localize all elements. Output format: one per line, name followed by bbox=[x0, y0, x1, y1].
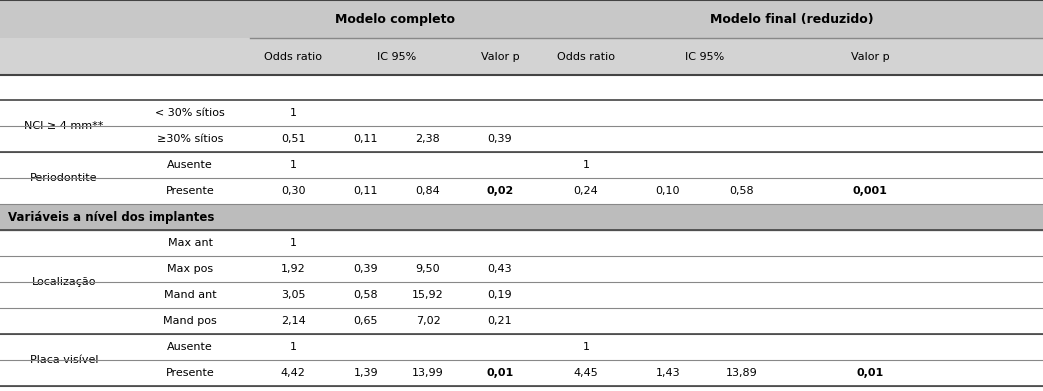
Text: 1: 1 bbox=[290, 108, 296, 118]
Text: 4,42: 4,42 bbox=[281, 368, 306, 378]
Text: 0,10: 0,10 bbox=[656, 186, 680, 196]
Bar bbox=[0, 230, 1043, 256]
Bar bbox=[0, 0, 250, 38]
Text: Presente: Presente bbox=[166, 368, 215, 378]
Text: Modelo final (reduzido): Modelo final (reduzido) bbox=[709, 13, 873, 25]
Text: < 30% sítios: < 30% sítios bbox=[155, 108, 225, 118]
Text: Ausente: Ausente bbox=[167, 160, 213, 170]
Text: 0,58: 0,58 bbox=[354, 290, 379, 300]
Bar bbox=[0, 282, 1043, 308]
Text: Odds ratio: Odds ratio bbox=[264, 52, 322, 61]
Bar bbox=[0, 75, 1043, 100]
Text: Odds ratio: Odds ratio bbox=[557, 52, 615, 61]
Text: 0,11: 0,11 bbox=[354, 186, 379, 196]
Bar bbox=[0, 308, 1043, 334]
Text: 4,45: 4,45 bbox=[574, 368, 599, 378]
Text: 7,02: 7,02 bbox=[415, 316, 440, 326]
Bar bbox=[0, 386, 1043, 391]
Bar bbox=[0, 126, 1043, 152]
Text: 9,50: 9,50 bbox=[416, 264, 440, 274]
Text: 0,58: 0,58 bbox=[730, 186, 754, 196]
Text: Variáveis a nível dos implantes: Variáveis a nível dos implantes bbox=[8, 210, 215, 224]
Text: 1: 1 bbox=[290, 342, 296, 352]
Text: 15,92: 15,92 bbox=[412, 290, 444, 300]
Bar bbox=[0, 178, 1043, 204]
Text: Presente: Presente bbox=[166, 186, 215, 196]
Text: 13,89: 13,89 bbox=[726, 368, 758, 378]
Text: 0,24: 0,24 bbox=[574, 186, 599, 196]
Text: 1: 1 bbox=[290, 238, 296, 248]
Text: Valor p: Valor p bbox=[481, 52, 519, 61]
Text: 0,51: 0,51 bbox=[281, 134, 306, 144]
Text: 0,39: 0,39 bbox=[488, 134, 512, 144]
Bar bbox=[0, 204, 1043, 230]
Text: 0,11: 0,11 bbox=[354, 134, 379, 144]
Text: IC 95%: IC 95% bbox=[685, 52, 725, 61]
Text: ≥30% sítios: ≥30% sítios bbox=[156, 134, 223, 144]
Bar bbox=[0, 256, 1043, 282]
Text: Ausente: Ausente bbox=[167, 342, 213, 352]
Text: 0,43: 0,43 bbox=[488, 264, 512, 274]
Text: 0,39: 0,39 bbox=[354, 264, 379, 274]
Text: Periodontite: Periodontite bbox=[30, 173, 98, 183]
Bar bbox=[540, 0, 1043, 38]
Text: 2,38: 2,38 bbox=[415, 134, 440, 144]
Text: 0,01: 0,01 bbox=[486, 368, 513, 378]
Text: 3,05: 3,05 bbox=[281, 290, 306, 300]
Text: 1,92: 1,92 bbox=[281, 264, 306, 274]
Text: Modelo completo: Modelo completo bbox=[335, 13, 455, 25]
Text: 0,001: 0,001 bbox=[852, 186, 888, 196]
Text: 1: 1 bbox=[582, 160, 589, 170]
Text: 2,14: 2,14 bbox=[281, 316, 306, 326]
Bar bbox=[0, 334, 1043, 360]
Bar bbox=[250, 0, 540, 38]
Text: 1,43: 1,43 bbox=[656, 368, 680, 378]
Text: Max pos: Max pos bbox=[167, 264, 213, 274]
Text: Mand pos: Mand pos bbox=[163, 316, 217, 326]
Text: NCI ≥ 4 mm**: NCI ≥ 4 mm** bbox=[24, 121, 103, 131]
Text: 13,99: 13,99 bbox=[412, 368, 444, 378]
Text: 1: 1 bbox=[582, 342, 589, 352]
Text: 0,21: 0,21 bbox=[488, 316, 512, 326]
Text: 1,39: 1,39 bbox=[354, 368, 379, 378]
Text: 1: 1 bbox=[290, 160, 296, 170]
Text: 0,02: 0,02 bbox=[486, 186, 513, 196]
Text: 0,65: 0,65 bbox=[354, 316, 379, 326]
Text: 0,30: 0,30 bbox=[281, 186, 306, 196]
Text: 0,19: 0,19 bbox=[488, 290, 512, 300]
Text: Max ant: Max ant bbox=[168, 238, 213, 248]
Text: Mand ant: Mand ant bbox=[164, 290, 216, 300]
Text: 0,84: 0,84 bbox=[415, 186, 440, 196]
Bar bbox=[0, 152, 1043, 178]
Text: Placa visível: Placa visível bbox=[30, 355, 98, 365]
Text: IC 95%: IC 95% bbox=[378, 52, 416, 61]
Text: Valor p: Valor p bbox=[851, 52, 890, 61]
Text: Localização: Localização bbox=[31, 277, 96, 287]
Text: 0,01: 0,01 bbox=[856, 368, 883, 378]
Bar bbox=[0, 360, 1043, 386]
Bar bbox=[0, 38, 1043, 75]
Bar bbox=[0, 100, 1043, 126]
